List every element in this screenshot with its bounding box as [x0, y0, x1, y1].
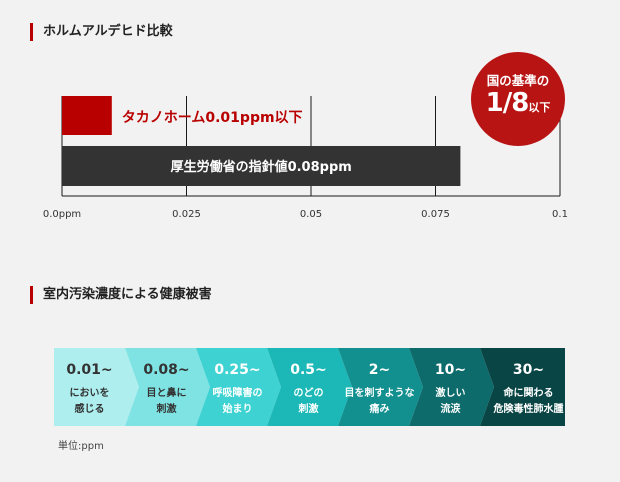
stage-chevron — [267, 348, 352, 426]
bar — [62, 96, 112, 135]
stage-desc-line1: 呼吸障害の — [213, 386, 263, 399]
stage-value: 0.08~ — [143, 362, 189, 378]
stage-desc-line2: 始まり — [223, 402, 253, 415]
stage-desc-line2: 流涙 — [441, 402, 461, 415]
stage-desc-line1: 激しい — [436, 386, 466, 399]
stage-chevron — [54, 348, 139, 426]
stage-desc-line1: 目を刺すような — [345, 386, 415, 399]
stage-desc-line1: 目と鼻に — [147, 386, 187, 399]
x-tick-label: 0.05 — [300, 209, 322, 220]
x-tick-label: 0.075 — [421, 209, 450, 220]
stage-value: 2~ — [369, 362, 390, 378]
badge-suffix: 以下 — [528, 101, 551, 114]
stage-desc-line1: 命に関わる — [503, 386, 554, 399]
bar-label: タカノホーム0.01ppm以下 — [122, 110, 303, 126]
stage-value: 10~ — [435, 362, 466, 378]
unit-label: 単位:ppm — [58, 441, 104, 452]
stage-chevron — [338, 348, 423, 426]
stage-value: 0.01~ — [66, 362, 112, 378]
stage-desc-line1: においを — [70, 387, 110, 399]
stage-desc-line1: のどの — [294, 386, 324, 399]
stage-desc-line2: 感じる — [75, 402, 105, 415]
badge-line2: 1/8以下 — [471, 88, 565, 118]
badge-line1: 国の基準の — [486, 73, 550, 88]
section-title-health: 室内汚染濃度による健康被害 — [30, 286, 212, 304]
bar-label: 厚生労働省の指針値0.08ppm — [171, 159, 352, 175]
comparison-bar-chart: 0.0ppm 0.025 0.05 0.075 0.1 タカノホーム0.01ppm以下厚生… — [43, 96, 568, 220]
standard-badge: 国の基準の 1/8以下 — [471, 52, 565, 146]
bar — [62, 146, 461, 186]
stage-desc-line2: 危険毒性肺水腫 — [494, 402, 564, 415]
x-tick-label: 0.1 — [552, 209, 568, 220]
x-tick-label: 0.0ppm — [43, 209, 81, 220]
badge-ratio: 1/8 — [485, 88, 530, 118]
stage-chevron — [480, 348, 565, 426]
section-title-comparison: ホルムアルデヒド比較 — [30, 23, 173, 41]
stage-chevron — [196, 348, 281, 426]
stage-value: 30~ — [513, 362, 544, 378]
x-tick-label: 0.025 — [172, 209, 201, 220]
stage-desc-line2: 痛み — [369, 402, 390, 415]
stage-value: 0.25~ — [214, 362, 260, 378]
stage-chevron — [125, 348, 210, 426]
stage-desc-line2: 刺激 — [298, 402, 319, 415]
stage-chevron — [409, 348, 494, 426]
stage-value: 0.5~ — [290, 362, 327, 378]
stage-desc-line2: 刺激 — [156, 402, 177, 415]
